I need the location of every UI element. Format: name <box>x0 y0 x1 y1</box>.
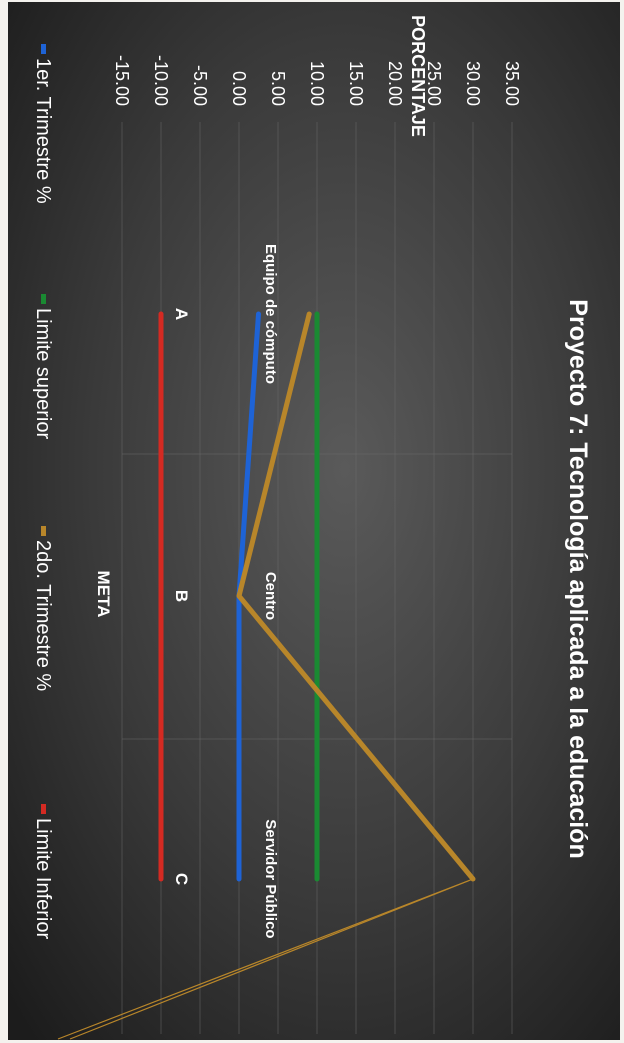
y-tick-label: 0.00 <box>229 71 249 106</box>
legend-swatch <box>41 294 46 304</box>
chart-title: Proyecto 7: Tecnología aplicada a la edu… <box>564 299 592 858</box>
category-label: Equipo de cómputo <box>262 244 279 384</box>
series-lines <box>57 311 476 1040</box>
x-axis-title: META <box>94 571 113 618</box>
legend-swatch <box>41 804 46 814</box>
y-tick-label: 10.00 <box>307 61 327 106</box>
y-tick-label: -15.00 <box>112 55 132 106</box>
category-letter: A <box>172 308 191 320</box>
x-axis-categories: Equipo de cómputo A Centro B Servidor Públic… <box>172 244 279 939</box>
y-tick-label: 5.00 <box>268 71 288 106</box>
legend-swatch <box>41 44 46 54</box>
chart-background <box>8 2 620 1040</box>
y-axis-ticks: 35.00 30.00 25.00 20.00 15.00 10.00 5.00 0.00 -5… <box>112 55 522 106</box>
legend-swatch <box>41 526 46 536</box>
y-tick-label: -5.00 <box>190 65 210 106</box>
y-tick-label: 15.00 <box>346 61 366 106</box>
trailing-line <box>69 878 474 1040</box>
legend-label: Limite superior <box>32 308 54 440</box>
category-label: Servidor Público <box>262 819 279 938</box>
y-tick-label: 25.00 <box>424 61 444 106</box>
y-tick-label: -10.00 <box>151 55 171 106</box>
series-line-2 <box>236 311 476 882</box>
y-tick-label: 35.00 <box>502 61 522 106</box>
trailing-line <box>57 878 474 1040</box>
y-axis-title: PORCENTAJE <box>408 15 428 137</box>
category-label: Centro <box>262 572 279 620</box>
legend-label: 2do. Trimestre % <box>32 540 54 691</box>
legend-label: 1er. Trimestre % <box>32 58 54 204</box>
category-letter: B <box>172 590 191 602</box>
y-tick-label: 20.00 <box>385 61 405 106</box>
category-letter: C <box>172 873 191 885</box>
legend-label: Limite Inferior <box>32 818 54 939</box>
legend: 1er. Trimestre % Limite superior 2do. Trim… <box>32 44 54 939</box>
y-tick-label: 30.00 <box>463 61 483 106</box>
